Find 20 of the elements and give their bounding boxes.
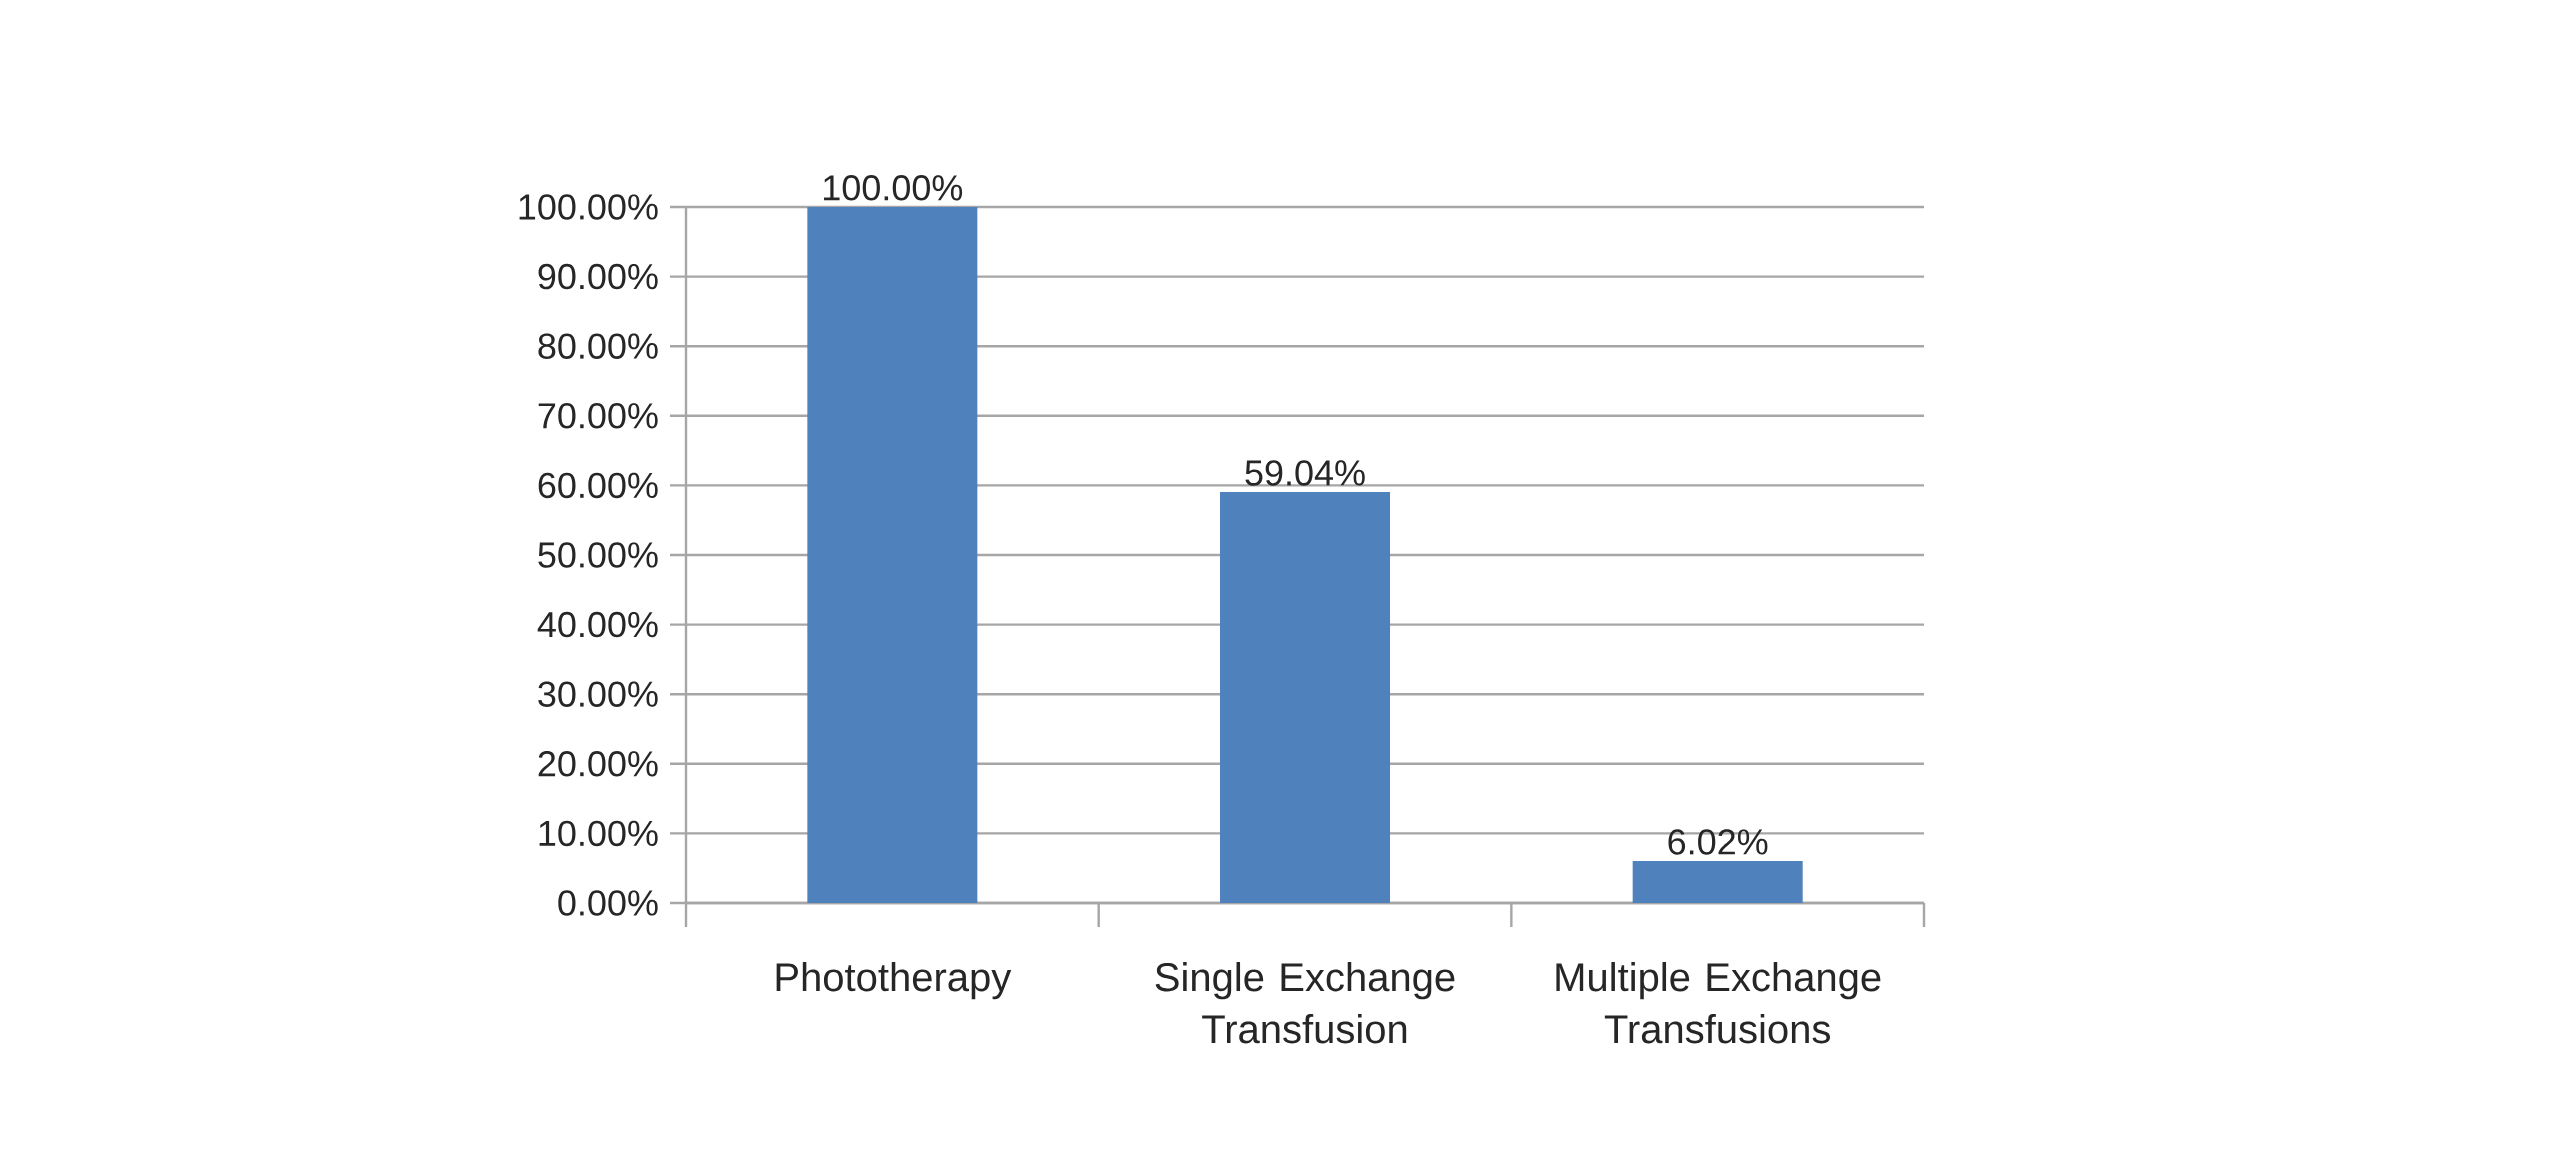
x-tick-label: Multiple Exchange Transfusions [1556,962,1881,1044]
y-tick-label: 30.00% [538,681,658,707]
y-tick-label: 70.00% [538,403,658,429]
y-tick-label: 40.00% [537,611,658,638]
x-tick-label: Phototherapy [776,962,1012,1000]
x-tick-label: Single Exchange Transfusion [1155,962,1455,1044]
y-tick-label: 100.00% [519,194,658,220]
bar [807,206,978,903]
bar [1632,861,1803,903]
y-tick-label: 20.00% [538,751,658,777]
bar [1220,492,1391,903]
y-tick-label: 60.00% [538,472,658,499]
data-label: 6.02% [1668,829,1768,855]
data-label: 100.00% [824,175,963,201]
y-tick-label: 10.00% [539,820,658,847]
y-tick-label: 90.00% [538,263,658,290]
data-label: 59.04% [1245,460,1365,486]
y-tick-label: 80.00% [538,333,658,359]
y-tick-label: 0.00% [558,890,658,916]
y-tick-label: 50.00% [538,542,658,568]
